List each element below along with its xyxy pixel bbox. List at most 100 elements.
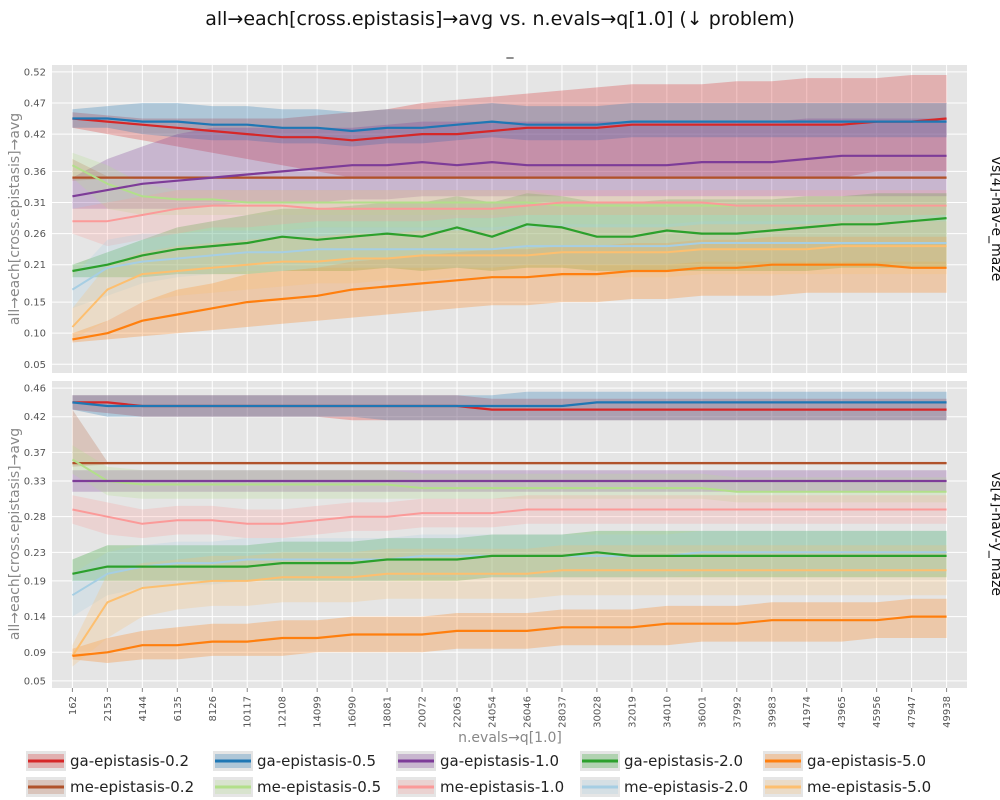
legend-item-me-epistasis-1.0[interactable]: me-epistasis-1.0 — [396, 777, 564, 797]
y-tick-label: 0.15 — [24, 298, 46, 309]
legend-label: ga-epistasis-2.0 — [624, 752, 743, 770]
y-tick-label: 0.52 — [24, 67, 46, 78]
x-tick-label: 45956 — [872, 696, 883, 728]
y-tick-label: 0.28 — [24, 512, 46, 523]
x-tick-label: 49938 — [942, 696, 953, 728]
legend-item-ga-epistasis-5.0[interactable]: ga-epistasis-5.0 — [763, 751, 926, 771]
y-ticks-y-maze: 0.05 0.09 0.14 0.19 0.23 0.28 0.33 0.37 0.42 0.46 — [24, 384, 46, 688]
legend-label: me-epistasis-2.0 — [624, 778, 748, 796]
x-tick-label: 162 — [68, 696, 79, 715]
x-tick-label: 39983 — [767, 696, 778, 728]
x-tick-label: 14099 — [313, 696, 324, 728]
x-axis-label: n.evals→q[1.0] — [458, 730, 562, 746]
line-ga-epistasis-0.5 — [72, 117, 947, 133]
y-tick-label: 0.42 — [24, 412, 46, 423]
x-tick-label: 37992 — [732, 696, 743, 728]
legend-item-ga-epistasis-1.0[interactable]: ga-epistasis-1.0 — [396, 751, 559, 771]
y-ticks-e-maze: 0.05 0.10 0.15 0.21 0.26 0.31 0.36 0.42 0.47 0.52 — [24, 67, 46, 370]
facet-label-e-maze: vs[4]-nav-e_maze — [988, 157, 1000, 282]
legend: ga-epistasis-0.2 ga-epistasis-0.5 ga-epist… — [26, 751, 931, 797]
legend-label: me-epistasis-5.0 — [807, 778, 931, 796]
line-ga-epistasis-5.0 — [72, 615, 947, 657]
legend-label: me-epistasis-1.0 — [440, 778, 564, 796]
x-tick-label: 36001 — [697, 696, 708, 728]
x-tick-label: 10117 — [243, 696, 254, 728]
x-tick-label: 43965 — [837, 696, 848, 728]
y-tick-label: 0.26 — [24, 229, 46, 240]
legend-item-me-epistasis-2.0[interactable]: me-epistasis-2.0 — [580, 777, 748, 797]
x-tick-label: 30028 — [592, 696, 603, 728]
y-tick-label: 0.23 — [24, 548, 46, 559]
line-ga-epistasis-5.0 — [72, 263, 947, 341]
chart-subtitle: _ — [506, 43, 515, 59]
y-tick-label: 0.05 — [24, 676, 46, 687]
band-me-epistasis-5.0 — [72, 545, 947, 667]
line-ga-epistasis-1.0 — [72, 154, 947, 198]
line-me-epistasis-1.0 — [72, 201, 947, 223]
plot-area-y-maze — [52, 381, 967, 688]
facet-panel-e-maze: 0.05 0.10 0.15 0.21 0.26 0.31 0.36 0.42 0.47 0.52… — [7, 65, 1000, 373]
x-tick-label: 20072 — [418, 696, 429, 728]
y-tick-label: 0.33 — [24, 476, 46, 487]
y-tick-label: 0.36 — [24, 167, 46, 178]
line-me-epistasis-1.0 — [72, 508, 947, 525]
x-tick-label: 41974 — [802, 696, 813, 728]
y-tick-label: 0.09 — [24, 648, 46, 659]
x-tick-label: 16090 — [348, 696, 359, 728]
y-axis-label-y-maze: all→each[cross.epistasis]→avg — [7, 428, 23, 640]
line-ga-epistasis-0.2 — [72, 117, 947, 142]
legend-item-me-epistasis-5.0[interactable]: me-epistasis-5.0 — [763, 777, 931, 797]
y-tick-label: 0.42 — [24, 130, 46, 141]
chart-title: all→each[cross.epistasis]→avg vs. n.eval… — [205, 8, 795, 30]
x-tick-label: 26046 — [522, 696, 533, 728]
x-tick-label: 47947 — [907, 696, 918, 728]
y-tick-label: 0.46 — [24, 384, 46, 395]
plot-area-e-maze — [52, 65, 967, 373]
x-tick-label: 6135 — [173, 696, 184, 721]
y-tick-label: 0.14 — [24, 612, 46, 623]
legend-item-me-epistasis-0.5[interactable]: me-epistasis-0.5 — [213, 777, 381, 797]
x-tick-label: 24054 — [488, 696, 499, 728]
line-me-epistasis-2.0 — [71, 242, 947, 291]
legend-item-me-epistasis-0.2[interactable]: me-epistasis-0.2 — [26, 777, 194, 797]
y-tick-label: 0.05 — [24, 360, 46, 371]
legend-label: me-epistasis-0.2 — [70, 778, 194, 796]
x-tick-label: 22063 — [453, 696, 464, 728]
legend-label: ga-epistasis-0.5 — [257, 752, 376, 770]
line-ga-epistasis-0.5 — [72, 401, 947, 408]
legend-item-ga-epistasis-0.2[interactable]: ga-epistasis-0.2 — [26, 751, 189, 771]
lines-y-maze — [71, 401, 947, 657]
y-tick-label: 0.47 — [24, 98, 46, 109]
line-me-epistasis-5.0 — [71, 245, 947, 328]
legend-label: ga-epistasis-0.2 — [70, 752, 189, 770]
x-tick-label: 2153 — [103, 696, 114, 721]
legend-label: ga-epistasis-1.0 — [440, 752, 559, 770]
y-tick-label: 0.37 — [24, 448, 46, 459]
legend-item-ga-epistasis-2.0[interactable]: ga-epistasis-2.0 — [580, 751, 743, 771]
band-me-epistasis-1.0 — [72, 495, 947, 539]
line-me-epistasis-0.5 — [71, 458, 947, 493]
line-me-epistasis-5.0 — [71, 569, 947, 657]
band-me-epistasis-0.5 — [72, 445, 947, 503]
x-tick-label: 8126 — [208, 696, 219, 721]
legend-label: ga-epistasis-5.0 — [807, 752, 926, 770]
band-ga-epistasis-2.0 — [72, 193, 947, 278]
x-tick-label: 4144 — [138, 696, 149, 721]
legend-item-ga-epistasis-0.5[interactable]: ga-epistasis-0.5 — [213, 751, 376, 771]
x-tick-label: 34010 — [662, 696, 673, 728]
x-ticks: 162 2153 4144 6135 8126 10117 12108 14099 16090 1… — [68, 688, 953, 728]
y-tick-label: 0.10 — [24, 329, 46, 340]
line-ga-epistasis-2.0 — [72, 217, 947, 273]
x-tick-label: 32019 — [627, 696, 638, 728]
grid-e-maze — [52, 65, 967, 373]
line-ga-epistasis-2.0 — [72, 551, 947, 575]
y-tick-label: 0.31 — [24, 198, 46, 209]
lines-e-maze — [71, 117, 947, 341]
grid-y-maze — [52, 381, 967, 688]
band-ga-epistasis-0.5 — [72, 103, 947, 147]
band-ga-epistasis-0.2 — [72, 75, 947, 178]
y-tick-label: 0.21 — [24, 260, 46, 271]
band-ga-epistasis-5.0 — [72, 236, 947, 343]
facet-label-y-maze: vs[4]-nav-y_maze — [988, 472, 1000, 596]
